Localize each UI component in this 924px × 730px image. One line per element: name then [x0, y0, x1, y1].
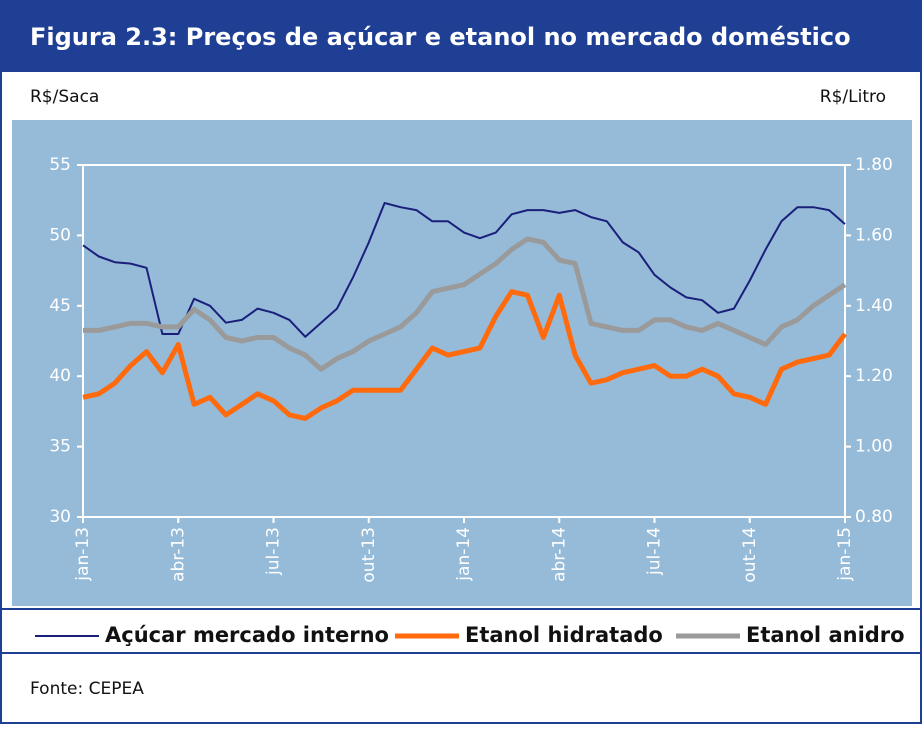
y2-tick-label: 1.80 [855, 155, 893, 175]
y2-axis-label: R$/Litro [820, 87, 886, 107]
plot-panel [12, 120, 912, 606]
y-axis-label: R$/Saca [30, 87, 99, 107]
x-tick-label: jan-15 [835, 527, 855, 582]
x-tick-label: out-14 [740, 527, 760, 583]
x-tick-label: jan-14 [454, 527, 474, 582]
x-tick-label: jul-14 [645, 527, 665, 576]
x-tick-label: jul-13 [264, 527, 284, 576]
y2-tick-label: 1.40 [855, 296, 893, 316]
series-line [82, 289, 847, 421]
legend-label: Etanol anidro [746, 623, 905, 647]
legend-label: Etanol hidratado [465, 623, 663, 647]
series-line [82, 202, 846, 338]
y2-tick-label: 0.80 [855, 507, 893, 527]
x-tick-label: jan-13 [73, 527, 93, 582]
series-line [83, 236, 847, 372]
x-tick-label: abr-13 [168, 527, 188, 582]
x-tick-label: out-13 [359, 527, 379, 583]
chart-title: Figura 2.3: Preços de açúcar e etanol no… [30, 23, 851, 51]
source: Fonte: CEPEA [30, 679, 144, 699]
y-tick-label: 55 [49, 155, 71, 175]
x-tick-label: abr-14 [549, 527, 569, 582]
y2-tick-label: 1.60 [855, 225, 893, 245]
legend-label: Açúcar mercado interno [105, 623, 389, 647]
y-tick-label: 30 [49, 507, 71, 527]
title-bar [1, 1, 921, 71]
y-tick-label: 35 [49, 437, 71, 457]
y2-tick-label: 1.20 [855, 366, 893, 386]
y-tick-label: 50 [49, 225, 71, 245]
y-tick-label: 45 [49, 296, 71, 316]
y2-tick-label: 1.00 [855, 437, 893, 457]
y-tick-label: 40 [49, 366, 71, 386]
